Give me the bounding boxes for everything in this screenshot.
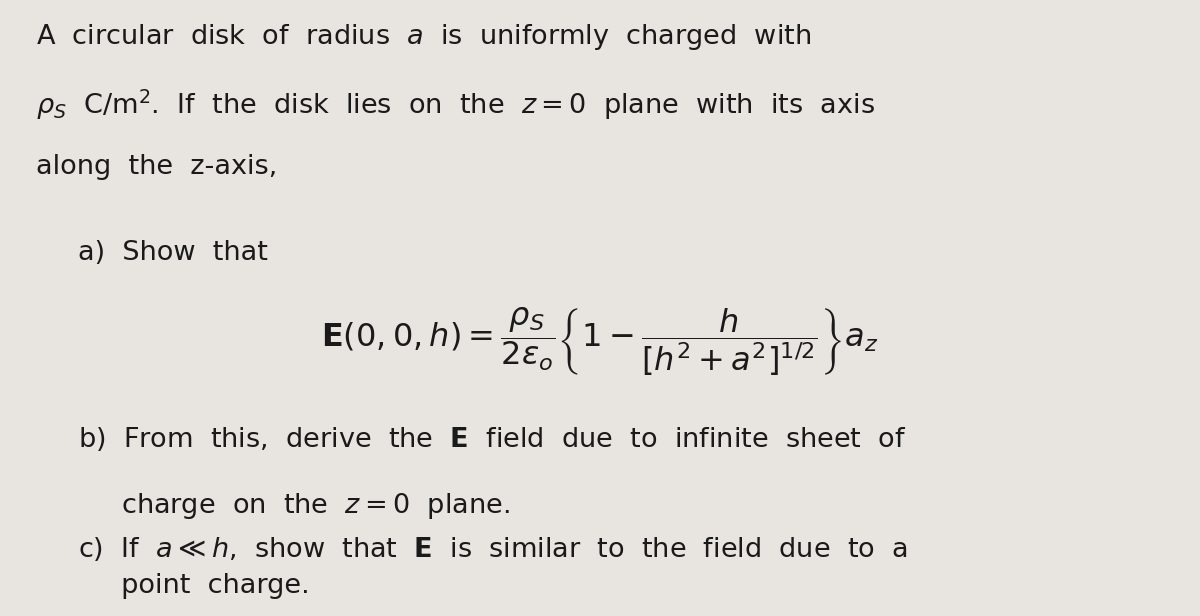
Text: c)  If  $a \ll h$,  show  that  $\mathbf{E}$  is  similar  to  the  field  due  : c) If $a \ll h$, show that $\mathbf{E}$ … — [78, 535, 907, 563]
Text: charge  on  the  $z = 0$  plane.: charge on the $z = 0$ plane. — [78, 491, 510, 521]
Text: a)  Show  that: a) Show that — [78, 240, 268, 266]
Text: $\rho_S$  C/m$^2$.  If  the  disk  lies  on  the  $z = 0$  plane  with  its  axi: $\rho_S$ C/m$^2$. If the disk lies on th… — [36, 88, 875, 123]
Text: point  charge.: point charge. — [78, 573, 310, 599]
Text: along  the  z-axis,: along the z-axis, — [36, 154, 277, 180]
Text: $\mathbf{E}(0,0,h) = \dfrac{\rho_S}{2\varepsilon_o}\left\{1 - \dfrac{h}{[h^2 + a: $\mathbf{E}(0,0,h) = \dfrac{\rho_S}{2\va… — [322, 305, 878, 378]
Text: A  circular  disk  of  radius  $\mathit{a}$  is  uniformly  charged  with: A circular disk of radius $\mathit{a}$ i… — [36, 22, 811, 52]
Text: b)  From  this,  derive  the  $\mathbf{E}$  field  due  to  infinite  sheet  of: b) From this, derive the $\mathbf{E}$ fi… — [78, 425, 906, 453]
